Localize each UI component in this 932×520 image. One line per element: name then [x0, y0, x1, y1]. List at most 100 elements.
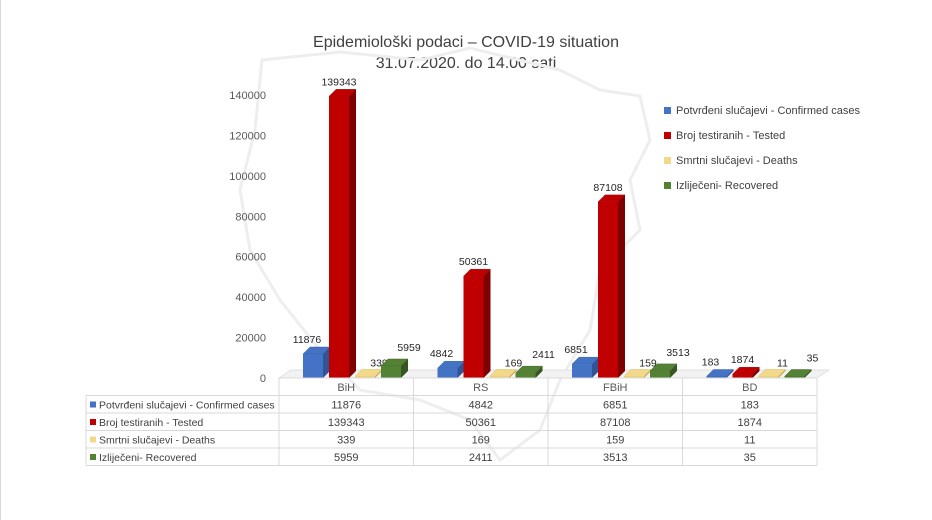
table-cell: 139343	[328, 417, 365, 429]
bar-side	[804, 369, 812, 378]
bar-top	[515, 365, 543, 374]
legend-swatch	[664, 182, 671, 189]
bar-side	[778, 369, 786, 378]
table-cell: 11	[744, 435, 755, 447]
bar	[355, 376, 375, 378]
table-cell: 159	[606, 435, 624, 447]
bar	[381, 365, 401, 378]
bar-side	[401, 358, 408, 378]
bar	[758, 376, 779, 378]
table-row-label: Potvrđeni slučajevi - Confirmed cases	[99, 400, 275, 412]
data-label: 11876	[293, 334, 322, 346]
bar-side	[752, 367, 760, 378]
data-label: 2411	[532, 349, 555, 361]
y-tick-label: 120000	[229, 130, 266, 142]
bar-side	[618, 194, 625, 378]
legend-item: Smrtni slučajevi - Deaths	[664, 148, 860, 173]
bar	[732, 374, 753, 378]
bar	[706, 376, 727, 378]
legend-item: Izliječeni- Recovered	[664, 173, 860, 198]
table-legend-key	[90, 454, 96, 460]
chart-border	[0, 0, 1, 520]
table-cell: 50361	[465, 417, 496, 429]
bar	[437, 368, 458, 378]
bar	[598, 201, 618, 378]
chart-title: Epidemiološki podaci – COVID-19 situatio…	[313, 34, 619, 51]
table-cell: 1874	[738, 417, 762, 429]
y-tick-label: 20000	[235, 333, 266, 345]
bar	[463, 276, 484, 378]
legend-label: Broj testiranih - Tested	[676, 129, 786, 142]
table-cell: 87108	[600, 417, 631, 429]
data-label: 4842	[430, 348, 454, 360]
table-row-label: Broj testiranih - Tested	[99, 417, 203, 429]
legend-label: Potvrđeni slučajevi - Confirmed cases	[676, 104, 861, 117]
bar-side	[726, 369, 734, 378]
data-label: 3513	[666, 347, 690, 359]
bar	[515, 373, 536, 378]
bar-side	[483, 269, 491, 378]
data-label: 87108	[593, 182, 622, 194]
data-label: 5959	[397, 342, 421, 354]
legend-label: Smrtni slučajevi - Deaths	[676, 154, 798, 167]
y-tick-label: 140000	[229, 90, 266, 102]
bar-side	[375, 369, 382, 378]
table-cell: 169	[472, 435, 490, 447]
bar-side	[535, 366, 543, 378]
bar-top	[380, 358, 409, 367]
legend-item: Potvrđeni slučajevi - Confirmed cases	[664, 98, 860, 123]
data-label: 183	[702, 357, 720, 369]
data-label: 169	[505, 358, 523, 370]
table-cell: 5959	[334, 452, 358, 464]
bar	[784, 376, 805, 378]
table-cell: 4842	[469, 400, 493, 412]
bar-side	[457, 361, 465, 378]
bar	[489, 376, 510, 378]
legend-item: Broj testiranih - Tested	[664, 123, 860, 148]
table-cell: 339	[337, 435, 355, 447]
table-legend-key	[90, 401, 96, 408]
bar-top	[597, 194, 626, 203]
y-tick-label: 100000	[229, 171, 266, 183]
data-label: 6851	[564, 344, 588, 356]
data-label: 1874	[731, 354, 755, 366]
legend-swatch	[664, 107, 671, 114]
category-label: BiH	[337, 382, 355, 394]
bar-side	[670, 363, 677, 378]
bar-side	[509, 369, 517, 378]
data-label: 50361	[459, 256, 488, 268]
data-label: 11	[777, 358, 788, 370]
y-tick-label: 40000	[235, 292, 266, 304]
bar	[303, 353, 323, 378]
table-cell: 35	[744, 452, 756, 464]
bar	[650, 370, 670, 378]
bar	[572, 364, 592, 378]
table-cell: 2411	[469, 452, 493, 464]
bar-side	[592, 357, 599, 378]
bar-side	[644, 369, 651, 378]
table-legend-key	[90, 419, 96, 425]
category-label: FBiH	[603, 382, 628, 394]
chart-legend: Potvrđeni slučajevi - Confirmed cases Bro…	[664, 98, 860, 198]
bar	[329, 96, 349, 379]
table-cell: 6851	[603, 400, 627, 412]
background-map-outline	[238, 46, 652, 463]
category-label: BD	[742, 382, 757, 394]
legend-swatch	[664, 157, 671, 164]
legend-swatch	[664, 132, 671, 139]
table-row-label: Smrtni slučajevi - Deaths	[99, 435, 215, 447]
data-label: 159	[639, 358, 657, 370]
data-label: 139343	[321, 76, 356, 88]
y-tick-label: 0	[260, 373, 266, 385]
bar	[624, 376, 644, 378]
table-cell: 183	[741, 400, 759, 412]
data-label: 35	[807, 353, 819, 365]
legend-label: Izliječeni- Recovered	[676, 179, 779, 192]
bar-side	[323, 346, 330, 378]
bar-side	[349, 89, 356, 379]
y-tick-label: 60000	[235, 252, 266, 264]
table-cell: 3513	[603, 452, 627, 464]
table-legend-key	[90, 436, 96, 443]
y-tick-label: 80000	[235, 211, 266, 223]
